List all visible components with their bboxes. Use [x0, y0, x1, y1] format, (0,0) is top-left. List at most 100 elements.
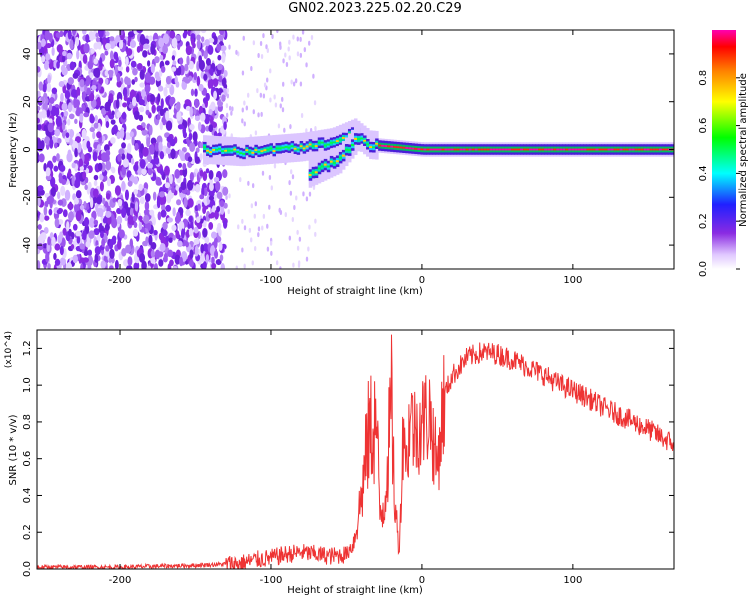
- spectrogram-cell: [213, 238, 218, 249]
- spectrogram-cell: [47, 263, 51, 269]
- spectrogram-band-peak: [378, 144, 382, 147]
- spectrogram-cell: [149, 144, 155, 155]
- spectrogram-cell: [241, 118, 244, 124]
- spectrogram-cell: [148, 35, 154, 42]
- spectrogram-cell: [126, 77, 131, 86]
- spectrogram-cell: [302, 191, 305, 197]
- spectrogram-cell: [82, 257, 89, 263]
- spectrogram-cell: [212, 78, 219, 88]
- spectrogram-cell: [210, 231, 217, 239]
- spectrogram-cell: [285, 61, 289, 67]
- spectrogram-cell: [99, 181, 104, 192]
- spectrogram-cell: [82, 230, 87, 241]
- spectrogram-cell: [288, 235, 292, 241]
- spectrogram-cell: [143, 209, 149, 215]
- spectrogram-cell: [105, 31, 110, 37]
- spectrogram-cell: [171, 66, 177, 72]
- spectrogram-cell: [116, 65, 124, 72]
- spectrogram-cell: [87, 249, 93, 257]
- spectrogram-cell: [225, 194, 228, 200]
- spectrogram-cell: [167, 249, 174, 258]
- spectrogram-band-peak: [574, 148, 578, 151]
- x-tick-label: 0: [419, 275, 425, 286]
- spectrogram-cell: [109, 238, 117, 245]
- spectrogram-cell: [189, 172, 194, 182]
- spectrogram-cell: [83, 42, 90, 54]
- spectrogram-cell: [278, 41, 282, 47]
- spectrogram-cell: [85, 34, 90, 43]
- spectrogram-cell: [70, 231, 75, 240]
- colorbar: 0.0 0.2 0.4 0.6 0.8 Normalized spectral ampl…: [698, 30, 749, 277]
- spectrogram-cell: [310, 35, 314, 41]
- spectrogram-cell: [241, 218, 244, 224]
- spectrogram-cell: [308, 40, 311, 46]
- spectrogram-band-peak: [592, 148, 597, 151]
- spectrogram-cell: [135, 93, 140, 103]
- spectrogram-cell: [56, 209, 63, 215]
- spectrogram-cell: [300, 112, 304, 118]
- spectrogram-cell: [290, 79, 293, 85]
- spectrogram-cell: [82, 171, 87, 180]
- spectrogram-cell: [133, 188, 139, 195]
- spectrogram-cell: [66, 262, 72, 269]
- spectrogram-cell: [263, 82, 267, 88]
- spectrogram-cell: [138, 183, 144, 191]
- spectrogram-cell: [39, 213, 45, 223]
- spectrogram-cell: [180, 228, 185, 239]
- spectrogram-band-peak: [396, 146, 400, 149]
- spectrogram-cell: [115, 98, 120, 109]
- spectrogram-cell: [213, 176, 220, 183]
- spectrogram-cell: [118, 59, 122, 67]
- spectrogram-cell: [215, 181, 221, 192]
- spectrogram-cell: [87, 181, 92, 190]
- spectrogram-band-peak: [529, 148, 533, 151]
- spectrogram-cell: [201, 36, 205, 43]
- spectrogram-cell: [105, 160, 112, 171]
- spectrogram-cell: [215, 258, 222, 266]
- spectrogram-cell: [94, 246, 101, 256]
- spectrogram-cell: [94, 253, 99, 264]
- spectrogram-cell: [147, 162, 153, 170]
- spectrogram-cell: [96, 131, 102, 139]
- spectrogram-cell: [142, 146, 149, 157]
- spectrogram-cell: [67, 30, 72, 40]
- spectrogram-cell: [164, 60, 170, 66]
- spectrogram-cell: [55, 116, 62, 127]
- spectrogram-cell: [210, 256, 215, 264]
- spectrogram-cell: [164, 165, 170, 176]
- spectrogram-cell: [59, 231, 64, 240]
- spectrogram-cell: [127, 214, 133, 225]
- spectrogram-cell: [117, 198, 123, 207]
- spectrogram-cell: [45, 174, 52, 181]
- spectrogram-cell: [292, 81, 296, 87]
- spectrogram-cell: [155, 75, 161, 82]
- spectrogram-band-peak: [513, 148, 518, 151]
- spectrogram-cell: [203, 73, 208, 81]
- spectrogram-band-peak: [492, 148, 497, 151]
- spectrogram-cell: [281, 107, 285, 113]
- y-tick-label: 0.8: [22, 414, 33, 430]
- spectrogram-cell: [174, 169, 181, 179]
- spectrogram-cell: [205, 92, 210, 102]
- spectrogram-cell: [37, 123, 42, 131]
- spectrogram-cell: [223, 69, 228, 77]
- spectrogram-cell: [72, 72, 79, 79]
- spectrogram-cell: [257, 226, 261, 232]
- spectrogram-band-peak: [293, 147, 298, 150]
- spectrogram-cell: [75, 36, 80, 47]
- spectrogram-cell: [79, 79, 85, 88]
- spectrogram-cell: [177, 123, 184, 130]
- spectrogram-band-peak: [604, 148, 609, 151]
- spectrogram-cell: [205, 168, 210, 174]
- spectrogram-cell: [92, 151, 98, 162]
- spectrogram-cell: [210, 212, 216, 218]
- spectrogram-cell: [190, 88, 195, 97]
- spectrogram-cell: [223, 202, 228, 209]
- spectrogram-cell: [104, 50, 109, 56]
- spectrogram-cell: [76, 235, 81, 244]
- spectrogram-cell: [183, 197, 188, 208]
- spectrogram-cell: [169, 138, 176, 147]
- x-tick-label: -100: [260, 275, 283, 286]
- spectrogram-cell: [266, 48, 270, 54]
- spectrogram-band-peak: [311, 145, 316, 148]
